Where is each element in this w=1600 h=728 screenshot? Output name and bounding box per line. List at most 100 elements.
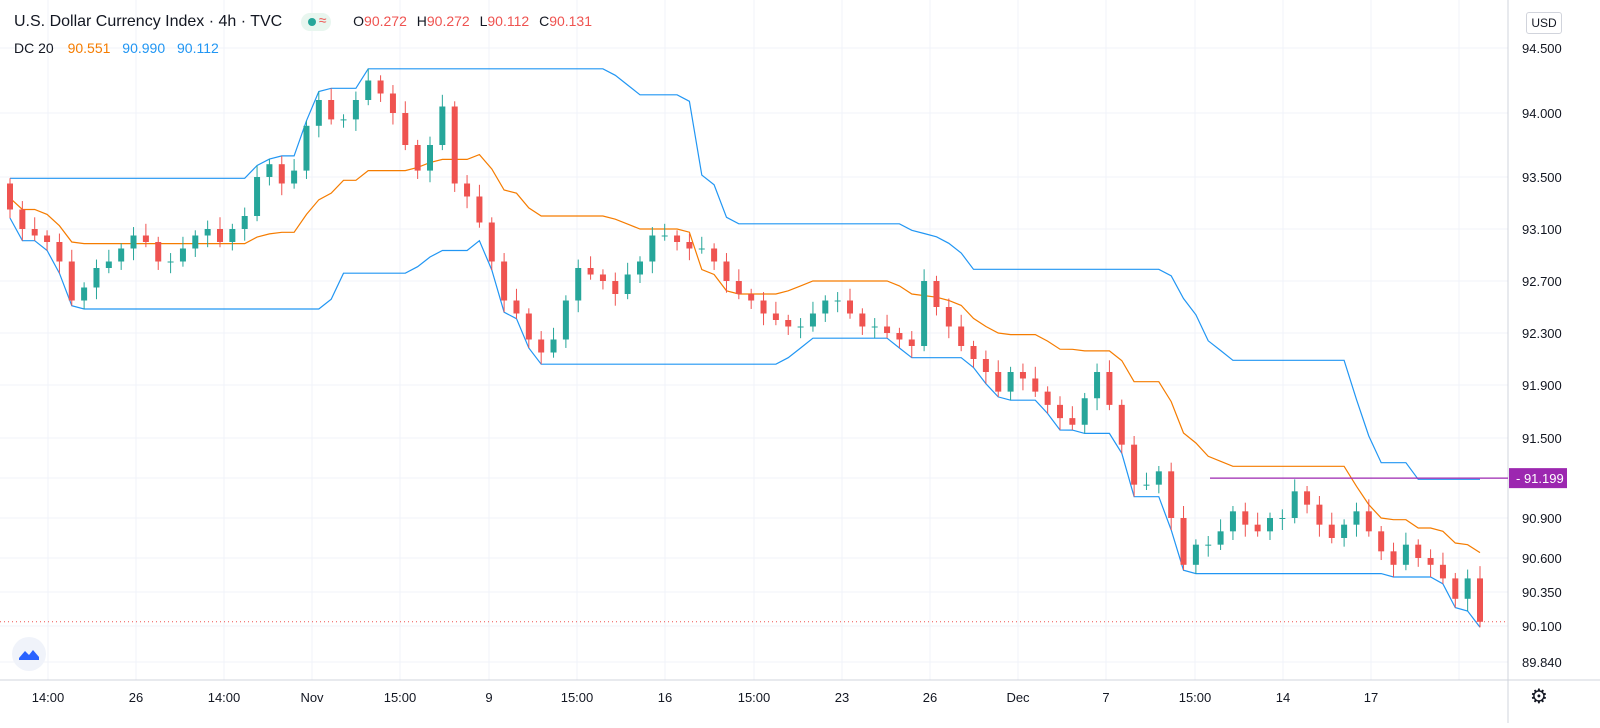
price-tick-label: 90.900 <box>1522 511 1562 526</box>
price-tick-label: 93.500 <box>1522 170 1562 185</box>
candle-body <box>167 261 174 263</box>
candle-body <box>612 281 619 294</box>
candle-body <box>982 359 989 372</box>
candle-body <box>1279 518 1286 519</box>
time-tick-label: Nov <box>300 690 324 705</box>
time-tick-label: Dec <box>1006 690 1030 705</box>
donchian-middle-line <box>9 153 1481 554</box>
price-tick-label: 90.100 <box>1522 619 1562 634</box>
currency-button[interactable]: USD <box>1526 12 1562 34</box>
logo-glyph <box>19 650 39 660</box>
candle-body <box>1464 578 1471 599</box>
candle-body <box>1217 531 1224 545</box>
candle-body <box>501 261 508 301</box>
candle-body <box>698 248 705 250</box>
candle-body <box>1353 511 1360 525</box>
time-tick-label: 14:00 <box>208 690 241 705</box>
candle-body <box>1069 418 1076 425</box>
candle-body <box>1439 564 1446 579</box>
candle-body <box>723 261 730 281</box>
market-status-badge[interactable]: ≈ <box>300 12 331 31</box>
candle-body <box>427 145 433 171</box>
candle-body <box>1477 578 1483 622</box>
candle-body <box>921 281 928 346</box>
donchian-upper-line <box>10 68 1480 480</box>
price-tick-label: 91.500 <box>1522 431 1562 446</box>
low-value: 90.112 <box>487 13 530 30</box>
candle-body <box>31 229 38 236</box>
candle-body <box>1304 491 1311 505</box>
candle-body <box>1316 504 1323 525</box>
candle-body <box>562 300 569 340</box>
candle-body <box>1452 578 1459 599</box>
price-tick-label: 90.600 <box>1522 551 1562 566</box>
candle-body <box>19 209 26 229</box>
candle-body <box>1180 518 1187 565</box>
candle-body <box>674 235 681 242</box>
candle-body <box>389 93 396 113</box>
time-tick-label: 14 <box>1276 690 1290 705</box>
candle-body <box>118 248 125 262</box>
candle-body <box>1229 511 1236 532</box>
candle-body <box>1044 391 1051 405</box>
candle-body <box>1131 444 1138 485</box>
donchian-legend[interactable]: DC 20 90.551 90.990 90.112 <box>14 40 219 56</box>
gear-icon[interactable]: ⚙ <box>1530 686 1548 708</box>
candle-body <box>772 313 779 320</box>
candle-body <box>1192 544 1199 565</box>
candle-body <box>995 372 1002 392</box>
candle-body <box>476 196 483 223</box>
candle-body <box>130 235 137 249</box>
time-tick-label: 26 <box>129 690 143 705</box>
candle-body <box>217 229 223 242</box>
candle-body <box>575 268 582 301</box>
price-tick-label: 90.350 <box>1522 585 1562 600</box>
time-tick-label: 7 <box>1102 690 1109 705</box>
candle-body <box>760 300 767 314</box>
candle-body <box>513 300 520 314</box>
tradingview-logo-icon[interactable] <box>12 637 46 671</box>
candle-body <box>809 313 816 327</box>
candle-body <box>1242 511 1249 525</box>
candle-body <box>933 281 940 307</box>
candle-body <box>1032 378 1039 392</box>
candle-body <box>402 113 409 145</box>
candle-body <box>797 326 804 328</box>
candle-body <box>44 235 51 242</box>
candle-body <box>464 183 471 197</box>
candle-body <box>488 222 495 262</box>
candle-body <box>637 261 643 275</box>
candle-body <box>538 339 545 353</box>
candle-body <box>1378 531 1385 552</box>
time-tick-label: 15:00 <box>384 690 417 705</box>
candle-body <box>945 307 952 327</box>
candle-body <box>451 106 458 184</box>
level-price-badge <box>1509 468 1567 489</box>
indicator-name: DC 20 <box>14 40 54 56</box>
price-tick-label: 92.300 <box>1522 326 1562 341</box>
price-tick-label: 94.000 <box>1522 106 1562 121</box>
time-tick-label: 26 <box>923 690 937 705</box>
candle-body <box>439 106 446 145</box>
candle-body <box>377 80 384 94</box>
candle-body <box>1427 558 1434 565</box>
candle-body <box>649 235 656 262</box>
candle-body <box>970 346 977 359</box>
candle-body <box>871 326 878 328</box>
candle-body <box>340 119 347 121</box>
time-tick-label: 15:00 <box>738 690 771 705</box>
candle-body <box>834 300 841 302</box>
candle-body <box>661 235 668 237</box>
candle-body <box>1390 551 1397 565</box>
candle-body <box>550 339 557 353</box>
candle-body <box>1019 372 1026 379</box>
candle-body <box>254 177 261 216</box>
candle-body <box>748 294 755 301</box>
price-tick-label: 92.700 <box>1522 274 1562 289</box>
candle-body <box>1007 372 1014 392</box>
candle-body <box>56 242 63 262</box>
symbol-title[interactable]: U.S. Dollar Currency Index · 4h · TVC <box>14 13 283 31</box>
candle-body <box>241 216 248 229</box>
